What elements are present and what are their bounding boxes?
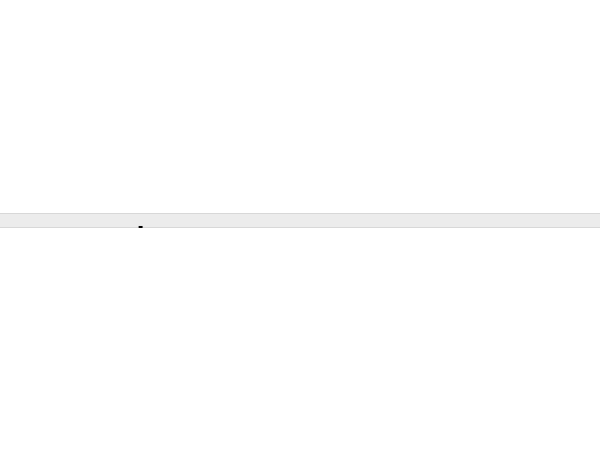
korea-chart-panel: 2022/11/182022/12/082022/12/272023/01/16… (0, 228, 600, 448)
japan-chart-panel: 2023/01/062023/01/212023/02/062023/02/21… (0, 0, 600, 213)
panel-divider (0, 213, 600, 228)
dot-marker: ▪ (138, 224, 143, 232)
